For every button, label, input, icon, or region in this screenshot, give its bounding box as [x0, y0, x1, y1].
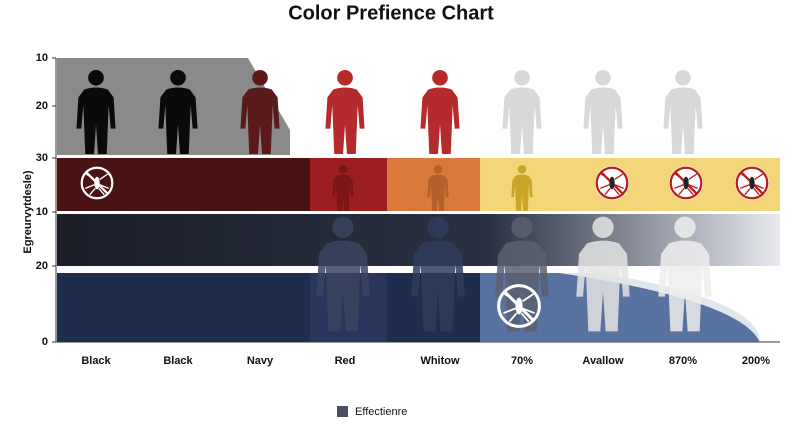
y-tick-label: 20: [36, 100, 48, 112]
x-tick-label: Avallow: [582, 355, 624, 367]
icons: [80, 166, 769, 328]
chart-title: Color Prefience Chart: [288, 2, 494, 24]
y-axis-label: Egreurvytdesle): [22, 170, 34, 253]
legend-swatch: [337, 406, 348, 417]
silhouette: [420, 69, 460, 155]
band: [57, 273, 480, 342]
silhouette: [325, 69, 365, 155]
y-tick-label: 10: [36, 206, 48, 218]
silhouette: [583, 69, 623, 155]
y-tick-label: 10: [36, 52, 48, 64]
x-tick-label: 870%: [669, 355, 697, 367]
x-tick-label: 70%: [511, 355, 533, 367]
x-tick-label: Red: [335, 355, 356, 367]
silhouette: [502, 69, 542, 155]
y-tick-label: 30: [36, 152, 48, 164]
x-tick-label: Whitow: [420, 355, 460, 367]
y-tick-label: 20: [36, 260, 48, 272]
silhouette: [663, 69, 703, 155]
x-tick-label: Black: [163, 355, 193, 367]
y-tick-label: 0: [42, 336, 48, 348]
x-tick-label: 200%: [742, 355, 770, 367]
x-tick-label: Navy: [247, 355, 274, 367]
legend-label: Effectienre: [355, 406, 407, 418]
x-tick-label: Black: [81, 355, 111, 367]
